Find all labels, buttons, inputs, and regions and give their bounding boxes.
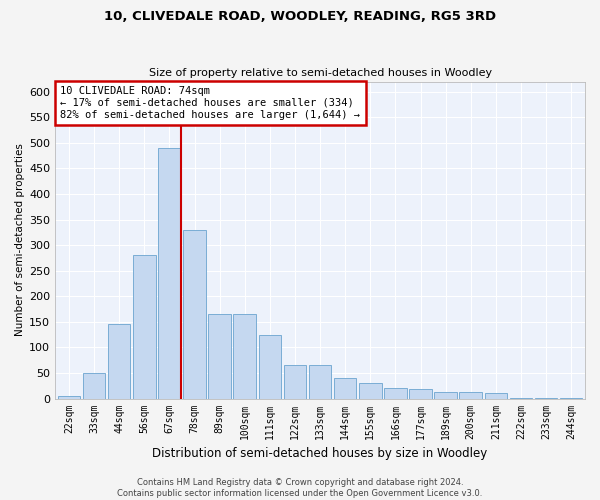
Bar xyxy=(83,373,106,398)
Bar xyxy=(485,394,507,398)
Bar xyxy=(384,388,407,398)
Bar xyxy=(409,390,432,398)
Bar xyxy=(208,314,231,398)
Bar xyxy=(58,396,80,398)
Bar xyxy=(359,383,382,398)
Bar xyxy=(259,334,281,398)
Text: 10 CLIVEDALE ROAD: 74sqm
← 17% of semi-detached houses are smaller (334)
82% of : 10 CLIVEDALE ROAD: 74sqm ← 17% of semi-d… xyxy=(61,86,361,120)
Bar xyxy=(108,324,130,398)
Bar xyxy=(233,314,256,398)
Bar xyxy=(434,392,457,398)
Bar xyxy=(460,392,482,398)
Bar xyxy=(183,230,206,398)
X-axis label: Distribution of semi-detached houses by size in Woodley: Distribution of semi-detached houses by … xyxy=(152,447,488,460)
Y-axis label: Number of semi-detached properties: Number of semi-detached properties xyxy=(15,144,25,336)
Bar xyxy=(133,256,155,398)
Bar xyxy=(158,148,181,399)
Bar xyxy=(334,378,356,398)
Bar xyxy=(284,366,306,398)
Text: Contains HM Land Registry data © Crown copyright and database right 2024.
Contai: Contains HM Land Registry data © Crown c… xyxy=(118,478,482,498)
Text: 10, CLIVEDALE ROAD, WOODLEY, READING, RG5 3RD: 10, CLIVEDALE ROAD, WOODLEY, READING, RG… xyxy=(104,10,496,23)
Bar xyxy=(309,366,331,398)
Title: Size of property relative to semi-detached houses in Woodley: Size of property relative to semi-detach… xyxy=(149,68,491,78)
